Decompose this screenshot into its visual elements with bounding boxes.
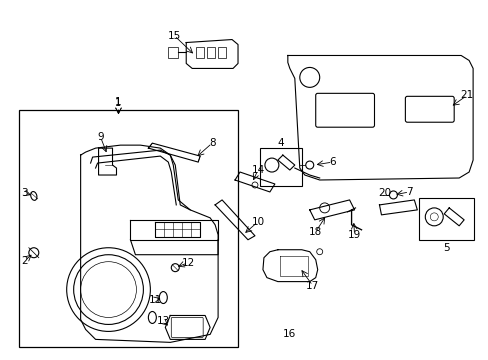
Text: 8: 8 <box>208 138 215 148</box>
Text: 20: 20 <box>377 188 390 198</box>
Text: 2: 2 <box>21 256 28 266</box>
Text: 10: 10 <box>251 217 264 227</box>
Text: 21: 21 <box>460 90 473 100</box>
Text: 11: 11 <box>148 294 162 305</box>
Text: 1: 1 <box>115 97 122 107</box>
Text: 19: 19 <box>347 230 361 240</box>
Text: 16: 16 <box>283 329 296 339</box>
Text: 17: 17 <box>305 280 319 291</box>
Text: 12: 12 <box>181 258 194 268</box>
Text: 1: 1 <box>115 98 122 108</box>
Text: 18: 18 <box>308 227 322 237</box>
Text: 3: 3 <box>21 188 28 198</box>
Text: 6: 6 <box>329 157 335 167</box>
Text: 9: 9 <box>97 132 103 142</box>
Text: 4: 4 <box>277 138 284 148</box>
Text: 5: 5 <box>442 243 448 253</box>
Text: 15: 15 <box>167 31 181 41</box>
Text: 7: 7 <box>405 187 412 197</box>
Text: 14: 14 <box>251 165 264 175</box>
Text: 13: 13 <box>156 316 170 327</box>
